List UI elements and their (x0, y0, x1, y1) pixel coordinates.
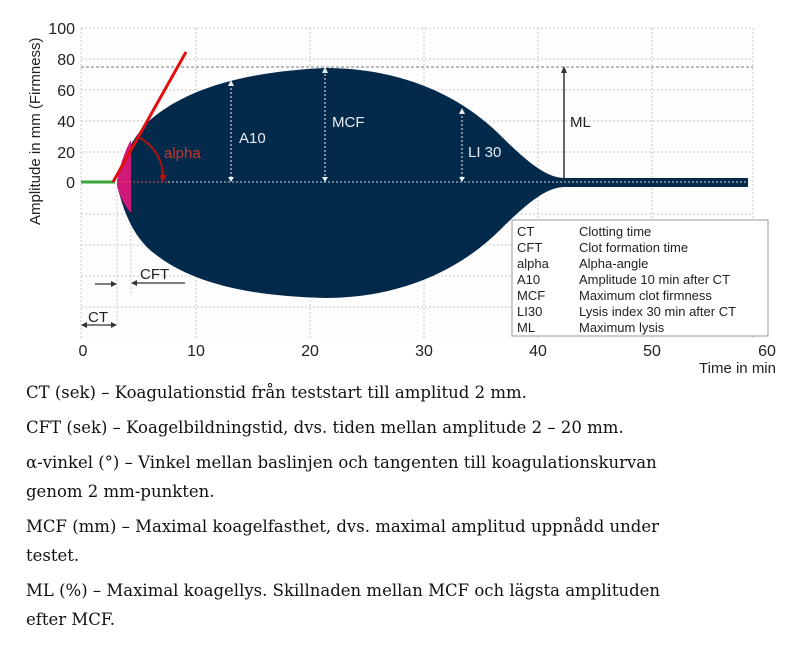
li30-label: LI 30 (468, 144, 501, 161)
svg-text:0: 0 (79, 343, 88, 360)
ct-arrow-right-icon (111, 322, 117, 328)
svg-text:40: 40 (57, 114, 75, 131)
svg-text:Clot formation time: Clot formation time (579, 240, 688, 255)
svg-text:Alpha-angle: Alpha-angle (579, 256, 648, 271)
svg-text:Amplitude 10 min after CT: Amplitude 10 min after CT (579, 272, 730, 287)
svg-text:CT: CT (517, 224, 534, 239)
mcf-label: MCF (332, 114, 365, 131)
a10-label: A10 (239, 130, 266, 147)
alpha-tangent-line (111, 51, 188, 183)
definitions-list: CT (sek) – Koagulationstid från teststar… (26, 378, 666, 640)
svg-text:alpha: alpha (517, 256, 550, 271)
definition-ct: CT (sek) – Koagulationstid från teststar… (26, 383, 527, 402)
cft-arrow-left-icon (131, 280, 137, 286)
svg-text:20: 20 (57, 145, 75, 162)
cft-arrow-right-icon (111, 281, 117, 287)
svg-text:60: 60 (57, 83, 75, 100)
svg-text:Clotting time: Clotting time (579, 224, 651, 239)
svg-text:10: 10 (187, 343, 205, 360)
y-axis: 100 80 60 40 20 0 Amplitude in mm (Firmn… (27, 21, 75, 225)
alpha-label: alpha (164, 145, 201, 162)
y-axis-label: Amplitude in mm (Firmness) (27, 37, 44, 225)
svg-text:Maximum lysis: Maximum lysis (579, 320, 665, 335)
svg-text:ML: ML (517, 320, 535, 335)
svg-text:0: 0 (66, 175, 75, 192)
svg-text:30: 30 (415, 343, 433, 360)
definition-mcf: MCF (mm) – Maximal koagelfasthet, dvs. m… (26, 517, 659, 565)
definition-alpha: α-vinkel (°) – Vinkel mellan baslinjen o… (26, 453, 657, 501)
ct-label: CT (88, 309, 108, 326)
cft-label: CFT (140, 266, 169, 283)
ct-arrow-left-icon (81, 322, 87, 328)
svg-text:20: 20 (301, 343, 319, 360)
alpha-arc (139, 137, 165, 179)
svg-text:Lysis index 30 min after CT: Lysis index 30 min after CT (579, 304, 736, 319)
svg-text:80: 80 (57, 52, 75, 69)
x-axis-label: Time in min (699, 360, 776, 377)
definition-cft: CFT (sek) – Koagelbildningstid, dvs. tid… (26, 418, 624, 437)
clot-curve (117, 68, 748, 298)
definition-ml: ML (%) – Maximal koagellys. Skillnaden m… (26, 581, 661, 629)
svg-text:50: 50 (643, 343, 661, 360)
svg-text:40: 40 (529, 343, 547, 360)
svg-text:60: 60 (758, 343, 776, 360)
alpha-arrowhead-icon (159, 175, 167, 182)
svg-text:100: 100 (48, 21, 75, 38)
svg-text:CFT: CFT (517, 240, 542, 255)
thromboelastogram-figure: alpha A10 MCF LI 30 ML CFT CT 100 80 (27, 21, 776, 377)
svg-text:A10: A10 (517, 272, 540, 287)
ml-label: ML (570, 114, 591, 131)
svg-text:LI30: LI30 (517, 304, 542, 319)
svg-text:Maximum clot firmness: Maximum clot firmness (579, 288, 712, 303)
x-axis: 0 10 20 30 40 50 60 Time in min (79, 343, 776, 377)
legend: CT Clotting time CFT Clot formation time… (511, 219, 769, 337)
svg-text:MCF: MCF (517, 288, 545, 303)
